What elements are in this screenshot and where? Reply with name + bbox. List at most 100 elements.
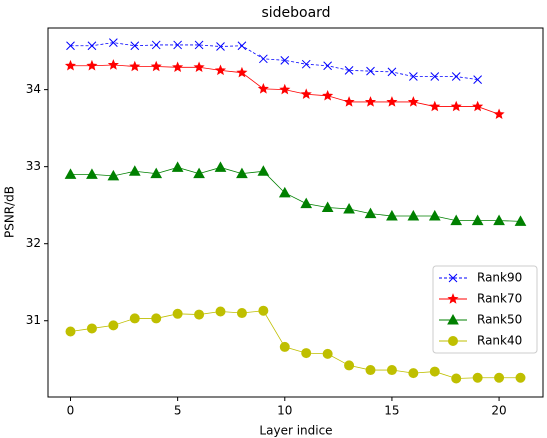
legend-marker [448,336,458,346]
marker [386,365,397,376]
marker [450,214,463,226]
series-line [70,310,521,379]
legend [432,265,538,354]
marker [214,161,227,172]
marker [171,161,184,172]
marker [343,96,355,107]
marker [493,214,505,226]
marker [130,41,140,51]
series-line [70,167,521,222]
marker [172,61,184,73]
y-tick-label: 32 [26,236,41,250]
marker [364,207,377,219]
marker [194,309,205,320]
x-tick-label: 5 [174,404,182,418]
x-tick-label: 0 [67,404,75,418]
series-line [70,42,478,81]
marker [364,96,377,107]
marker [216,42,225,51]
marker [408,368,419,379]
marker [65,326,76,337]
marker [64,168,77,179]
marker [257,83,269,94]
x-tick-label: 20 [491,404,506,418]
x-tick-label: 10 [277,404,292,418]
plot-frame [47,27,544,398]
legend-label: Rank50 [477,313,522,327]
marker [173,40,182,50]
marker [236,308,247,319]
marker [237,41,247,51]
marker [451,373,462,384]
legend-label: Rank70 [477,292,522,306]
marker [343,203,355,214]
marker [87,41,97,51]
marker [259,54,268,64]
marker [301,348,312,359]
marker [257,165,270,176]
marker [407,209,420,221]
marker [66,41,75,51]
marker [387,67,397,77]
marker [64,59,77,71]
marker [193,167,205,179]
marker [407,96,419,107]
marker [429,100,441,112]
marker [451,72,461,81]
legend-marker [447,293,459,304]
marker [472,372,483,383]
marker [386,209,398,221]
marker [473,75,482,84]
legend-label: Rank40 [477,334,522,348]
marker [150,167,163,179]
marker [129,60,141,72]
marker [258,305,269,316]
marker [280,56,290,65]
y-tick-label: 33 [26,159,41,173]
marker [215,306,226,317]
marker [86,59,98,71]
marker [86,168,98,179]
marker [279,341,290,352]
marker [323,61,332,71]
x-axis-label: Layer indice [259,424,332,438]
marker [301,59,311,69]
marker [471,214,484,226]
marker [172,308,183,319]
y-tick-label: 34 [26,82,41,96]
marker [107,169,120,181]
marker [108,320,119,331]
legend-marker [447,313,459,325]
marker [109,38,118,47]
legend-marker [448,273,458,283]
marker [107,59,119,70]
marker [515,372,526,383]
marker [344,66,354,75]
marker [236,66,248,78]
marker [409,72,418,81]
marker [365,365,376,376]
marker [472,100,484,112]
marker [86,323,97,334]
y-axis-label: PSNR/dB [3,186,17,238]
marker [428,209,441,221]
marker [129,313,140,324]
marker [322,89,334,101]
marker [450,100,462,112]
marker [193,61,205,73]
marker [386,96,398,107]
marker [514,215,527,226]
x-tick-label: 15 [384,404,399,418]
marker [300,88,312,99]
marker [278,186,291,198]
marker [430,72,440,81]
marker [322,348,333,359]
marker [366,66,375,76]
marker [344,360,355,371]
marker [128,165,141,176]
marker [279,83,291,95]
legend-label: Rank90 [477,271,522,285]
marker [321,201,334,212]
marker [493,108,505,119]
